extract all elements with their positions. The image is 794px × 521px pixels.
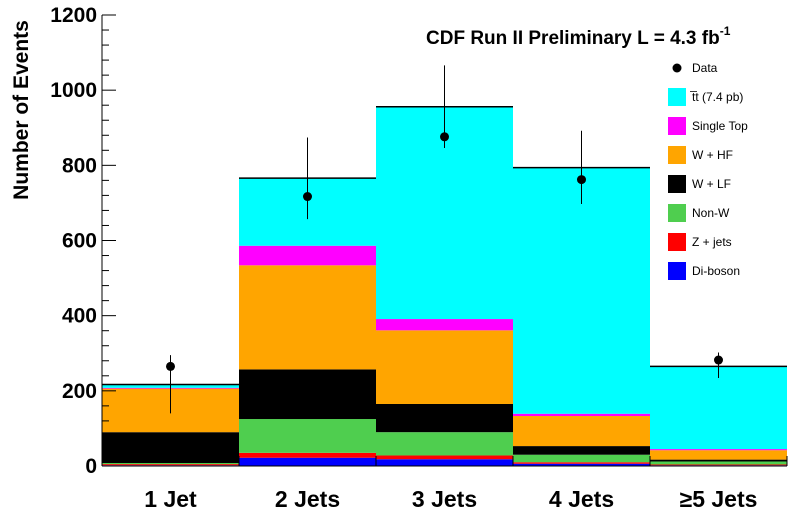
bar-single-top-3 — [376, 319, 513, 331]
bar-t-t-7-4-pb-4 — [513, 167, 650, 414]
legend-label-non-w: Non-W — [692, 206, 730, 220]
bar-w-hf-3 — [376, 330, 513, 404]
legend-swatch-di-boson — [668, 262, 686, 280]
bar-z-jets-5 — [650, 464, 787, 466]
y-axis-label: Number of Events — [10, 20, 33, 200]
legend-item-w-lf: W + LF — [668, 175, 731, 193]
legend-item-single-top: Single Top — [668, 117, 748, 135]
x-tick-label-3: 3 Jets — [412, 486, 477, 512]
legend-item-non-w: Non-W — [668, 204, 730, 222]
bar-single-top-5 — [650, 449, 787, 451]
data-point-5 — [714, 355, 723, 365]
legend-swatch-w-lf — [668, 175, 686, 193]
x-tick-label-5: ≥5 Jets — [680, 486, 758, 512]
bar-w-lf-4 — [513, 446, 650, 455]
legend: Data t̅t (7.4 pb) Single Top W + HF W + LF No… — [668, 61, 748, 280]
legend-label-w-lf: W + LF — [692, 177, 731, 191]
legend-swatch-w-hf — [668, 146, 686, 164]
y-tick-label-1000: 1000 — [50, 79, 97, 102]
bar-single-top-2 — [239, 245, 376, 266]
data-point-2 — [303, 192, 312, 202]
bar-non-w-1 — [102, 462, 239, 465]
legend-label-data: Data — [692, 61, 718, 75]
legend-swatch-z-jets — [668, 233, 686, 251]
y-tick-label-0: 0 — [85, 455, 97, 478]
legend-item-w-hf: W + HF — [668, 146, 733, 164]
y-tick-label-400: 400 — [62, 305, 97, 328]
y-tick-label-600: 600 — [62, 230, 97, 253]
data-points-group — [166, 65, 723, 414]
legend-swatch-non-w — [668, 204, 686, 222]
legend-label-di-boson: Di-boson — [692, 264, 740, 278]
bar-z-jets-3 — [376, 455, 513, 460]
bar-w-hf-5 — [650, 450, 787, 460]
legend-item-di-boson: Di-boson — [668, 262, 740, 280]
legend-item-t-t-7-4-pb: t̅t (7.4 pb) — [668, 88, 743, 106]
data-point-4 — [577, 175, 586, 185]
legend-label-t-t-7-4-pb: t̅t (7.4 pb) — [690, 90, 744, 104]
legend-item-data: Data — [672, 61, 718, 75]
bar-non-w-2 — [239, 419, 376, 453]
data-point-1 — [166, 361, 175, 371]
y-tick-label-800: 800 — [62, 154, 97, 177]
bar-z-jets-2 — [239, 452, 376, 458]
x-tick-label-4: 4 Jets — [549, 486, 614, 512]
bar-z-jets-1 — [102, 464, 239, 466]
bar-non-w-5 — [650, 461, 787, 465]
axes-group: 0 200 400 600 800 1000 1200 1 Jet 2 Jets 3 Jets 4 … — [50, 4, 788, 512]
legend-swatch-single-top — [668, 117, 686, 135]
bar-w-hf-2 — [239, 265, 376, 370]
bar-di-boson-4 — [513, 463, 650, 466]
legend-label-w-hf: W + HF — [692, 148, 733, 162]
bar-di-boson-3 — [376, 459, 513, 466]
y-tick-label-1200: 1200 — [50, 4, 97, 27]
legend-label-z-jets: Z + jets — [692, 235, 732, 249]
bar-t-t-7-4-pb-5 — [650, 366, 787, 450]
chart-title: CDF Run II Preliminary L = 4.3 fb-1 — [426, 24, 731, 49]
data-point-3 — [440, 132, 449, 142]
x-tick-label-2: 2 Jets — [275, 486, 340, 512]
legend-label-single-top: Single Top — [692, 119, 748, 133]
x-tick-label-1: 1 Jet — [144, 486, 197, 512]
bar-w-lf-3 — [376, 403, 513, 433]
legend-marker-data — [672, 63, 682, 73]
bar-w-hf-4 — [513, 416, 650, 447]
bar-w-lf-5 — [650, 459, 787, 462]
bar-non-w-3 — [376, 432, 513, 456]
bar-di-boson-2 — [239, 457, 376, 466]
legend-item-z-jets: Z + jets — [668, 233, 732, 251]
bar-single-top-4 — [513, 413, 650, 417]
bar-w-lf-1 — [102, 432, 239, 463]
bar-non-w-4 — [513, 454, 650, 463]
y-tick-label-200: 200 — [62, 380, 97, 403]
legend-swatch-t-t-7-4-pb — [668, 88, 686, 106]
bar-z-jets-4 — [513, 462, 650, 464]
bar-w-lf-2 — [239, 369, 376, 420]
